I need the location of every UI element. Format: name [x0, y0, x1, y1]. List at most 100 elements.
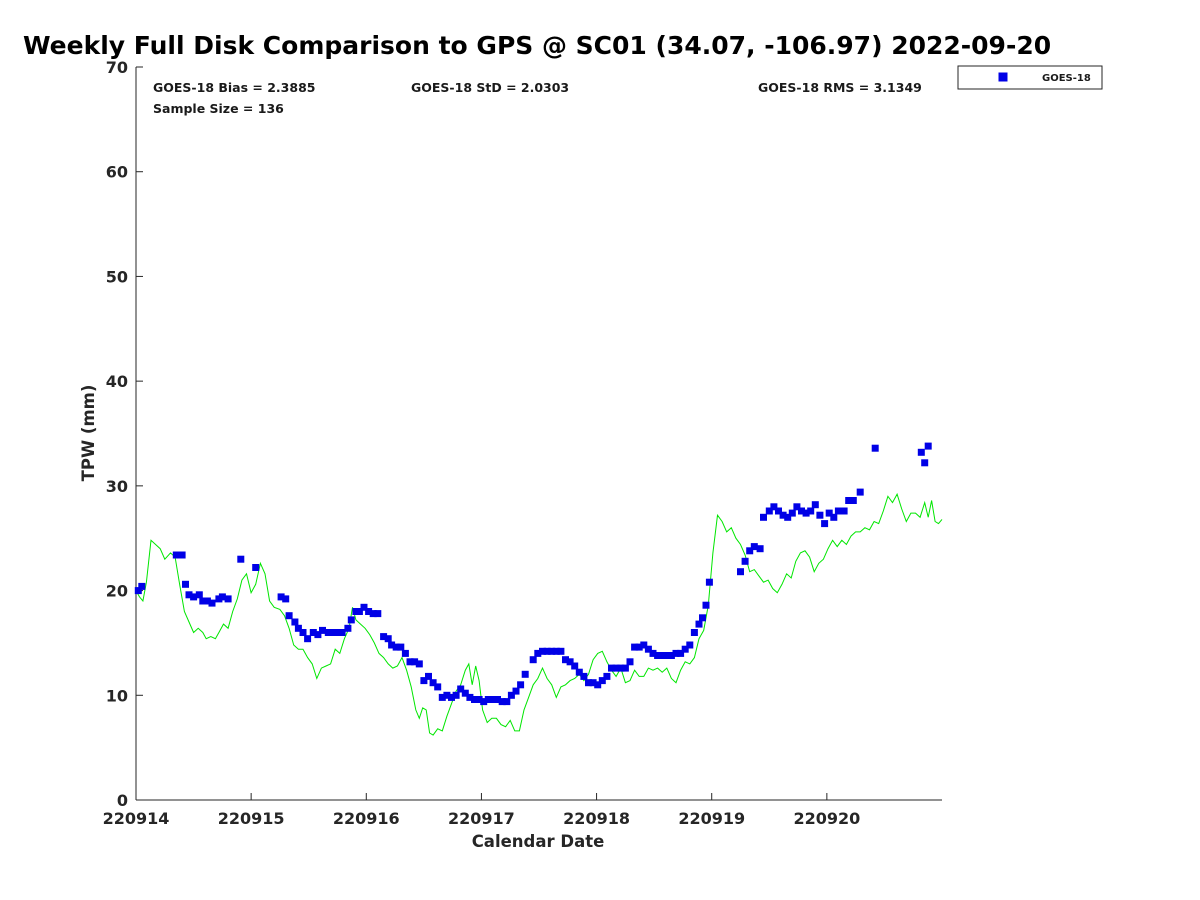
- data-point: [503, 698, 511, 706]
- data-point: [552, 647, 560, 655]
- data-point: [807, 507, 815, 515]
- data-point: [765, 507, 773, 515]
- data-point: [690, 629, 698, 636]
- data-point: [401, 649, 409, 657]
- data-point: [252, 564, 260, 571]
- data-point: [374, 610, 382, 618]
- data-point: [695, 620, 703, 628]
- legend-label-goes-18: GOES-18: [1042, 73, 1091, 84]
- data-point: [705, 578, 713, 586]
- data-point: [347, 616, 355, 624]
- x-tick-label: 220914: [103, 809, 170, 828]
- data-point: [750, 543, 758, 551]
- data-point: [811, 501, 819, 509]
- data-point: [644, 645, 652, 653]
- data-point: [543, 647, 551, 655]
- data-point: [621, 664, 629, 672]
- data-point: [380, 633, 388, 641]
- legend-box: [957, 65, 1103, 90]
- data-point: [309, 629, 317, 636]
- data-point: [452, 691, 460, 699]
- data-point: [338, 629, 346, 636]
- data-point: [480, 698, 488, 706]
- data-point: [840, 507, 848, 515]
- data-point: [917, 448, 925, 456]
- data-point: [304, 635, 312, 643]
- x-tick-label: 220919: [678, 809, 745, 828]
- data-point: [575, 668, 583, 676]
- data-point: [138, 582, 146, 590]
- y-tick-label: 20: [106, 582, 128, 601]
- data-point: [203, 597, 211, 605]
- data-point: [775, 507, 782, 515]
- data-point: [507, 691, 515, 699]
- y-tick-label: 50: [106, 267, 128, 286]
- data-point: [457, 685, 465, 693]
- data-point: [360, 603, 368, 611]
- data-point: [494, 696, 501, 703]
- data-point: [770, 503, 778, 511]
- data-point: [415, 660, 423, 668]
- sample-size-stat: Sample Size = 136: [153, 101, 284, 116]
- data-point: [589, 679, 597, 687]
- data-point: [784, 513, 792, 521]
- data-point: [845, 497, 853, 504]
- x-tick-label: 220915: [218, 809, 285, 828]
- data-point: [746, 547, 754, 555]
- data-point: [134, 587, 142, 595]
- data-point: [388, 641, 396, 649]
- data-point: [178, 551, 186, 559]
- x-axis-label: Calendar Date: [472, 832, 605, 851]
- data-point: [185, 591, 193, 599]
- series-points-group: [134, 442, 932, 706]
- data-point: [466, 693, 474, 701]
- data-point: [282, 595, 290, 603]
- data-point: [512, 687, 520, 695]
- legend: GOES-18: [957, 65, 1103, 90]
- data-point: [608, 664, 615, 672]
- data-point: [816, 511, 824, 519]
- data-point: [612, 664, 620, 672]
- y-tick-label: 10: [106, 686, 128, 705]
- data-point: [557, 647, 565, 655]
- data-point: [324, 629, 332, 636]
- data-point: [237, 555, 245, 563]
- data-point: [448, 693, 455, 701]
- data-point: [741, 557, 749, 565]
- data-point: [617, 664, 625, 672]
- data-point: [566, 658, 574, 666]
- data-point: [830, 513, 838, 521]
- data-point: [208, 599, 216, 607]
- data-point: [420, 677, 428, 685]
- data-point: [434, 683, 442, 691]
- bias-stat: GOES-18 Bias = 2.3885: [153, 80, 315, 95]
- data-point: [224, 595, 232, 603]
- data-point: [921, 459, 929, 467]
- data-point: [199, 597, 207, 605]
- data-point: [681, 645, 689, 653]
- x-tick-label: 220920: [793, 809, 860, 828]
- data-point: [489, 696, 497, 703]
- data-point: [603, 672, 611, 680]
- data-point: [924, 442, 932, 450]
- data-point: [834, 507, 842, 515]
- data-point: [344, 624, 352, 632]
- data-point: [429, 679, 437, 687]
- data-point: [369, 610, 377, 618]
- data-point: [686, 641, 694, 649]
- y-tick-label: 30: [106, 477, 128, 496]
- data-point: [677, 649, 685, 657]
- data-point: [649, 649, 657, 657]
- data-point: [640, 641, 648, 649]
- data-point: [365, 608, 373, 615]
- data-point: [737, 568, 744, 576]
- data-point: [190, 593, 198, 601]
- data-point: [598, 677, 606, 685]
- x-tick-label: 220916: [333, 809, 400, 828]
- data-point: [667, 652, 675, 659]
- data-point: [539, 647, 546, 655]
- data-point: [182, 580, 189, 588]
- data-point: [585, 679, 592, 687]
- series-line: [135, 492, 943, 736]
- y-ticks: 0 10 20 30 40 50 60 70: [106, 58, 143, 810]
